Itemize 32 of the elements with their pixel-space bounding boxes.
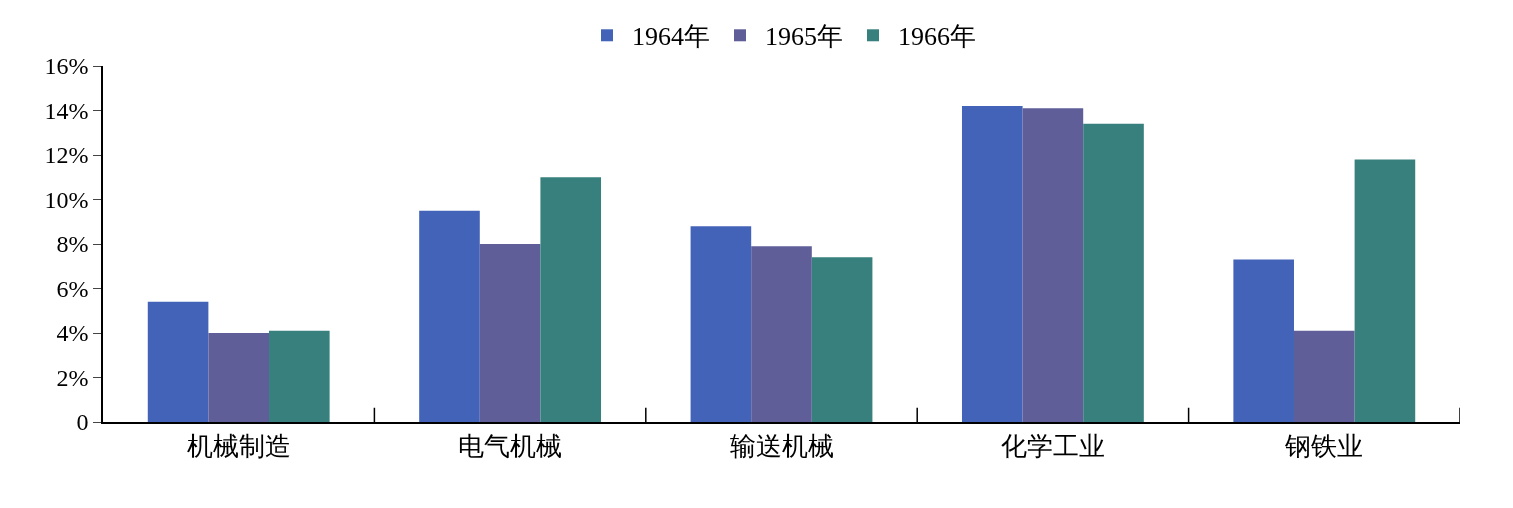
bar — [147, 301, 209, 422]
x-tick-label: 机械制造 — [186, 430, 291, 461]
bar — [269, 330, 330, 422]
bar — [1022, 108, 1084, 422]
bar — [690, 226, 752, 422]
y-tick-label: 2% — [56, 364, 89, 391]
bar — [751, 246, 812, 422]
bar — [419, 210, 480, 422]
bar — [208, 333, 270, 422]
legend-label: 1966年 — [898, 22, 976, 52]
x-tick-label: 输送机械 — [729, 430, 834, 461]
bar — [1354, 159, 1416, 422]
bar — [1293, 330, 1355, 422]
x-tick-label: 钢铁业 — [1284, 430, 1364, 461]
bar — [961, 106, 1023, 422]
bar — [1233, 259, 1294, 422]
y-tick-label: 6% — [56, 275, 89, 302]
bar — [811, 257, 873, 422]
y-tick-label: 8% — [56, 231, 89, 258]
y-tick-label: 0 — [76, 409, 89, 436]
bar — [1083, 123, 1144, 422]
legend-label: 1965年 — [765, 22, 843, 52]
y-tick-label: 10% — [44, 186, 89, 213]
bar — [540, 177, 602, 422]
bar — [479, 244, 541, 422]
legend-label: 1964年 — [632, 22, 710, 52]
y-tick-label: 4% — [56, 320, 89, 347]
x-tick-label: 电气机械 — [458, 430, 563, 461]
y-tick-label: 16% — [44, 53, 89, 80]
y-tick-label: 14% — [44, 97, 89, 124]
x-tick-label: 化学工业 — [1000, 430, 1105, 461]
y-tick-label: 12% — [44, 142, 89, 169]
